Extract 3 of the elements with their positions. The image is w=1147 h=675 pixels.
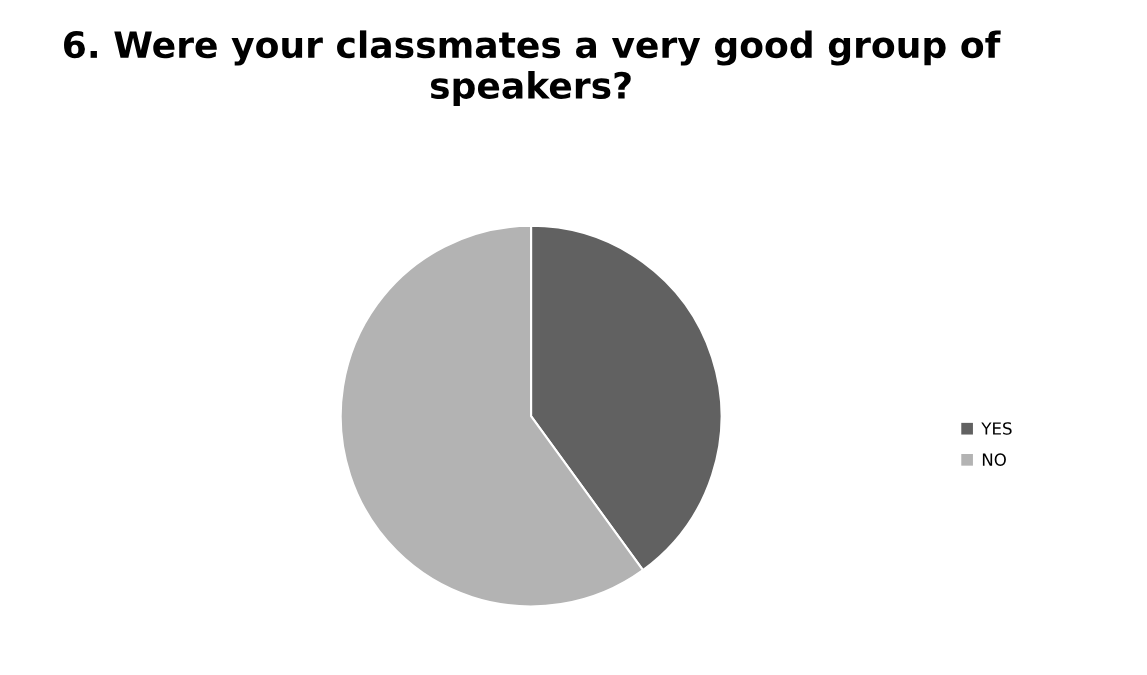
- legend-label: NO: [982, 453, 1006, 466]
- chart-title: 6. Were your classmates a very good group of speakers?: [64, 30, 1001, 107]
- legend-label: YES: [981, 422, 1012, 435]
